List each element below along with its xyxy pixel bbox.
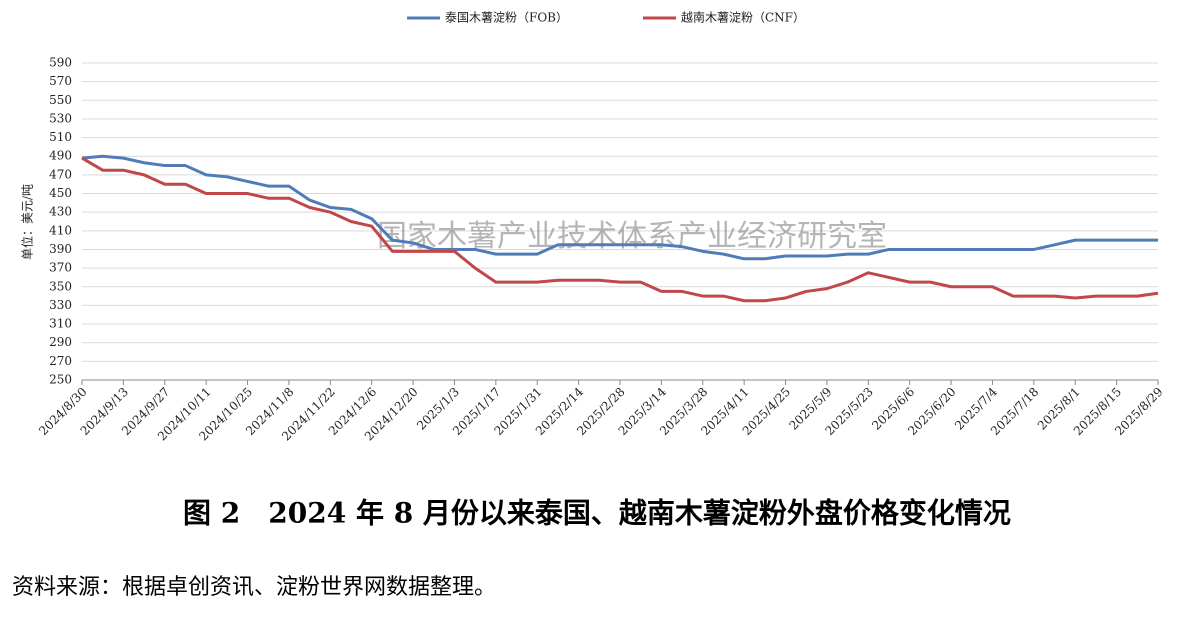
- series-line: [81, 156, 1159, 303]
- y-tick-label: 310: [49, 317, 72, 331]
- y-tick-label: 530: [49, 111, 72, 125]
- y-tick-label: 570: [49, 74, 72, 88]
- y-tick-label: 370: [49, 261, 72, 275]
- y-axis-label: 单位：美元/吨: [20, 184, 35, 260]
- y-tick-label: 590: [49, 56, 72, 70]
- y-tick-label: 330: [49, 298, 72, 312]
- y-tick-label: 510: [49, 130, 72, 144]
- source-note: 资料来源：根据卓创资讯、淀粉世界网数据整理。: [12, 575, 496, 600]
- y-tick-label: 470: [49, 167, 72, 181]
- y-tick-label: 450: [49, 186, 72, 200]
- y-tick-label: 490: [49, 149, 72, 163]
- y-tick-label: 390: [49, 242, 72, 256]
- legend-label: 泰国木薯淀粉（FOB）: [445, 11, 568, 25]
- legend-label: 越南木薯淀粉（CNF）: [681, 10, 805, 25]
- y-tick-label: 350: [49, 279, 72, 293]
- series-line: [81, 154, 1158, 261]
- y-tick-label: 410: [49, 223, 72, 237]
- y-tick-label: 270: [49, 354, 72, 368]
- y-tick-label: 430: [49, 205, 72, 219]
- y-tick-label: 550: [49, 93, 72, 107]
- chart-title: 图 2 2024 年 8 月份以来泰国、越南木薯淀粉外盘价格变化情况: [183, 497, 1011, 530]
- y-tick-label: 290: [49, 335, 72, 349]
- y-tick-label: 250: [49, 373, 72, 387]
